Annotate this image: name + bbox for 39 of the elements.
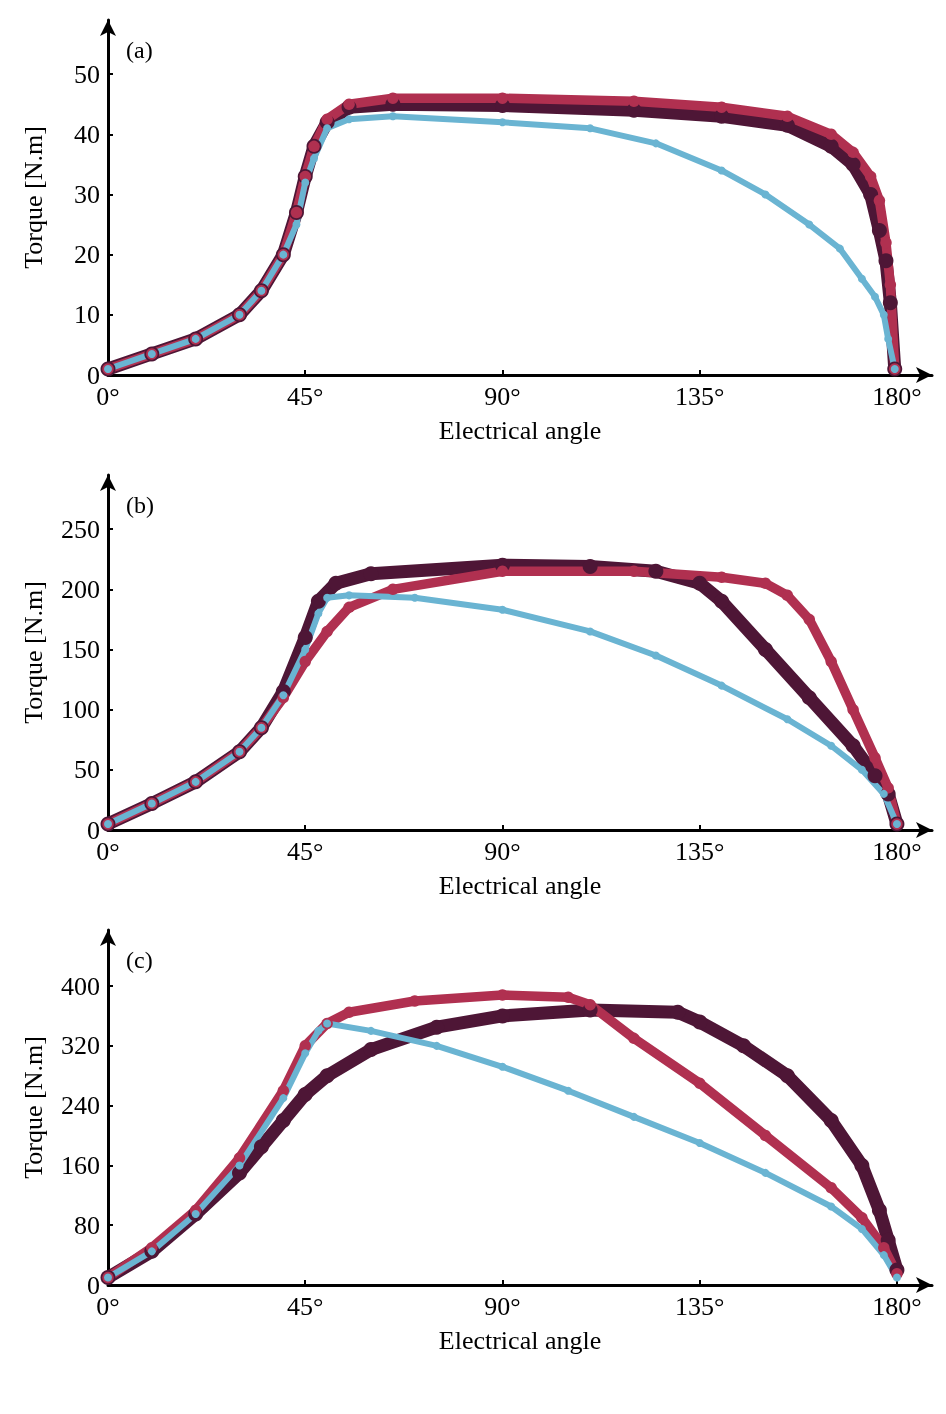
y-tick-label: 50 (74, 59, 100, 89)
y-tick-label: 10 (74, 300, 100, 330)
y-tick-label: 320 (61, 1031, 100, 1061)
annotation: (a) (126, 37, 153, 63)
x-tick-label: 135° (675, 381, 725, 411)
y-axis-title: Torque [N.m] (18, 581, 48, 724)
annotation: (c) (126, 947, 153, 973)
annotation: (b) (126, 492, 154, 518)
y-tick-label: 0 (87, 360, 100, 390)
y-tick-label: 100 (61, 695, 100, 725)
y-tick-label: 0 (87, 815, 100, 845)
y-tick-label: 50 (74, 755, 100, 785)
x-tick-label: 45° (287, 836, 324, 866)
y-axis-title: Torque [N.m] (18, 1036, 48, 1179)
x-tick-label: 135° (675, 836, 725, 866)
x-tick-label: 180° (872, 381, 922, 411)
y-tick-label: 160 (61, 1150, 100, 1180)
x-tick-label: 135° (675, 1291, 725, 1321)
x-tick-label: 45° (287, 381, 324, 411)
y-tick-label: 40 (74, 119, 100, 149)
x-axis-title: Electrical angle (438, 870, 602, 900)
x-tick-label: 90° (484, 836, 521, 866)
y-tick-label: 150 (61, 634, 100, 664)
y-axis-title: Torque [N.m] (18, 126, 48, 269)
x-axis-title: Electrical angle (438, 415, 602, 445)
x-axis-title: Electrical angle (438, 1325, 602, 1355)
y-tick-label: 30 (74, 179, 100, 209)
y-tick-label: 250 (61, 514, 100, 544)
y-tick-label: 0 (87, 1270, 100, 1300)
y-tick-label: 80 (74, 1210, 100, 1240)
y-tick-label: 20 (74, 240, 100, 270)
x-tick-label: 90° (484, 1291, 521, 1321)
y-tick-label: 200 (61, 574, 100, 604)
y-tick-label: 400 (61, 971, 100, 1001)
x-tick-label: 45° (287, 1291, 324, 1321)
y-tick-label: 240 (61, 1091, 100, 1121)
x-tick-label: 180° (872, 836, 922, 866)
x-tick-label: 90° (484, 381, 521, 411)
x-tick-label: 180° (872, 1291, 922, 1321)
